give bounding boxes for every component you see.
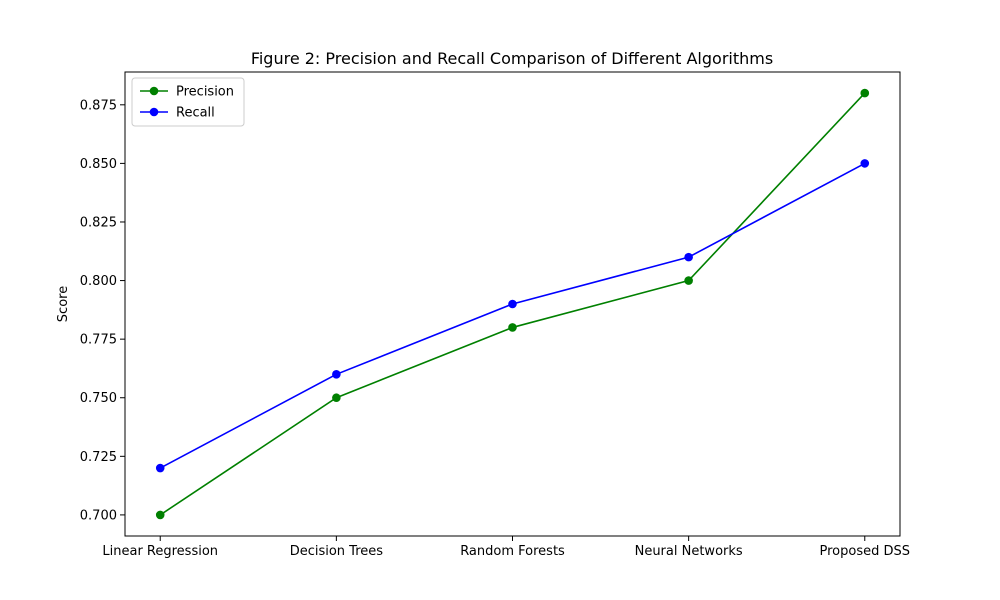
y-tick-label: 0.775 bbox=[80, 333, 117, 348]
plot-area: 0.700 0.725 0.750 0.775 0.800 0.825 0.850 0.875… bbox=[80, 88, 911, 559]
legend-label-recall: Recall bbox=[176, 106, 215, 121]
data-point-recall bbox=[332, 370, 341, 379]
x-tick-label: Proposed DSS bbox=[820, 544, 911, 559]
x-tick-label: Random Forests bbox=[460, 544, 565, 559]
y-tick-label: 0.725 bbox=[80, 450, 117, 465]
legend-label-precision: Precision bbox=[176, 85, 234, 100]
legend: Precision Recall bbox=[131, 77, 245, 127]
data-point-recall bbox=[684, 252, 693, 262]
data-point-recall bbox=[155, 463, 165, 473]
data-point-precision bbox=[684, 276, 693, 285]
y-tick-label: 0.800 bbox=[80, 274, 117, 289]
x-tick-label: Linear Regression bbox=[102, 544, 218, 559]
y-tick-label: 0.875 bbox=[80, 98, 117, 113]
data-point-recall bbox=[860, 159, 870, 168]
x-tick-label: Neural Networks bbox=[635, 544, 743, 559]
data-point-precision bbox=[332, 393, 341, 403]
data-point-precision bbox=[860, 88, 870, 98]
axes-frame bbox=[124, 71, 901, 537]
legend-box bbox=[131, 77, 245, 127]
data-point-recall bbox=[508, 299, 517, 309]
chart-title: Figure 2: Precision and Recall Compariso… bbox=[251, 49, 773, 68]
legend-marker-recall bbox=[149, 107, 159, 117]
series-line-recall bbox=[159, 162, 866, 469]
y-tick-label: 0.750 bbox=[80, 391, 117, 406]
data-point-precision bbox=[155, 510, 165, 520]
legend-marker-precision bbox=[149, 86, 159, 96]
y-tick-label: 0.700 bbox=[80, 508, 117, 523]
y-tick-label: 0.850 bbox=[80, 157, 117, 172]
data-point-precision bbox=[508, 323, 517, 332]
y-tick-label: 0.825 bbox=[80, 215, 117, 230]
x-tick-label: Decision Trees bbox=[290, 544, 384, 559]
y-axis-label: Score bbox=[56, 286, 71, 322]
